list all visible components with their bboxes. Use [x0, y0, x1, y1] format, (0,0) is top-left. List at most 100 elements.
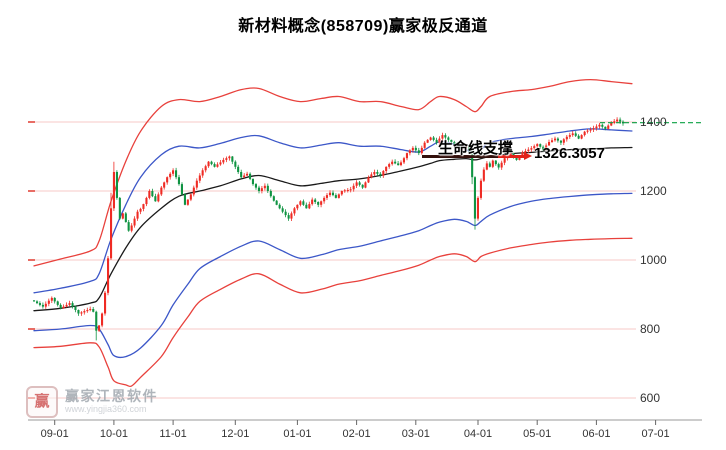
- candle: [595, 126, 598, 129]
- candle: [65, 304, 68, 307]
- candle: [370, 174, 373, 178]
- candle: [559, 140, 562, 143]
- candle: [364, 182, 367, 188]
- candle: [115, 172, 118, 198]
- candle: [210, 161, 213, 165]
- candle: [272, 196, 275, 201]
- candle: [62, 306, 65, 309]
- lifeline-arrow-icon: [498, 152, 532, 160]
- candle: [151, 191, 154, 197]
- candle: [269, 191, 272, 197]
- candle: [577, 135, 580, 139]
- candle: [71, 303, 74, 307]
- candle: [130, 225, 133, 231]
- candle: [110, 208, 113, 259]
- x-axis-label: 03-01: [402, 428, 430, 440]
- watermark: 赢 赢家江恩软件 www.yingjia360.com: [26, 386, 158, 418]
- candle: [237, 166, 240, 172]
- candle: [121, 213, 124, 219]
- candle: [580, 135, 583, 139]
- lifeline-support-label: 生命线支撑: [438, 140, 514, 157]
- candle: [622, 121, 625, 124]
- candle: [524, 151, 527, 153]
- candle: [254, 184, 257, 188]
- candle: [305, 204, 308, 209]
- lifeline-support-line: [422, 155, 498, 158]
- candle: [290, 213, 293, 219]
- candle: [38, 303, 41, 305]
- candle: [352, 185, 355, 190]
- candle: [346, 190, 349, 191]
- candle: [592, 128, 595, 130]
- candle: [92, 309, 95, 312]
- candle: [192, 187, 195, 195]
- candle: [308, 204, 311, 209]
- candle: [414, 147, 417, 151]
- candle: [583, 131, 586, 136]
- candle: [118, 197, 121, 219]
- candle: [494, 160, 497, 165]
- candle: [59, 304, 62, 309]
- candle: [320, 201, 323, 205]
- candle: [444, 135, 447, 138]
- candle: [482, 169, 485, 181]
- candle: [405, 153, 408, 159]
- candle: [382, 171, 385, 176]
- candle: [423, 142, 426, 148]
- x-axis-label: 11-01: [159, 428, 186, 440]
- candle: [551, 140, 554, 142]
- candle: [107, 258, 110, 293]
- candle: [613, 121, 616, 123]
- candle: [485, 163, 488, 170]
- x-axis-label: 10-01: [100, 428, 128, 440]
- candle: [417, 150, 420, 154]
- x-axis-label: 04-01: [464, 428, 492, 440]
- candle: [349, 189, 352, 191]
- channel-lower-blue: [33, 192, 633, 359]
- candle: [180, 184, 183, 195]
- x-axis-label: 05-01: [523, 428, 551, 440]
- candle: [462, 147, 465, 150]
- candle: [47, 300, 50, 304]
- candle: [589, 129, 592, 131]
- candle: [207, 161, 210, 167]
- x-axis-label: 12-01: [221, 428, 249, 440]
- candle: [36, 301, 39, 304]
- candle: [101, 313, 104, 326]
- x-axis-label: 06-01: [582, 428, 610, 440]
- candle: [471, 150, 474, 178]
- candle: [373, 172, 376, 175]
- candle: [169, 173, 172, 178]
- candle: [323, 197, 326, 202]
- candle: [545, 145, 548, 150]
- candle: [260, 188, 263, 191]
- candle: [243, 175, 246, 178]
- candle: [465, 146, 468, 148]
- candle: [515, 157, 518, 160]
- candle: [183, 194, 186, 205]
- candle: [426, 139, 429, 143]
- candle: [154, 196, 157, 202]
- candle: [325, 195, 328, 198]
- candle: [394, 161, 397, 164]
- candle: [479, 180, 482, 198]
- candle: [328, 192, 331, 196]
- candle: [616, 119, 619, 122]
- candle: [80, 312, 83, 314]
- candle: [231, 156, 234, 162]
- candle: [74, 306, 77, 310]
- channel-lifeline: [33, 146, 633, 312]
- candle: [503, 158, 506, 163]
- candle: [388, 164, 391, 167]
- candle: [619, 119, 622, 122]
- candle: [98, 325, 101, 331]
- candle: [367, 177, 370, 183]
- candle: [163, 182, 166, 188]
- candle: [438, 138, 441, 143]
- candle: [314, 199, 317, 202]
- candle: [565, 136, 568, 140]
- candle: [293, 208, 296, 214]
- candle: [473, 177, 476, 219]
- candle: [521, 152, 524, 157]
